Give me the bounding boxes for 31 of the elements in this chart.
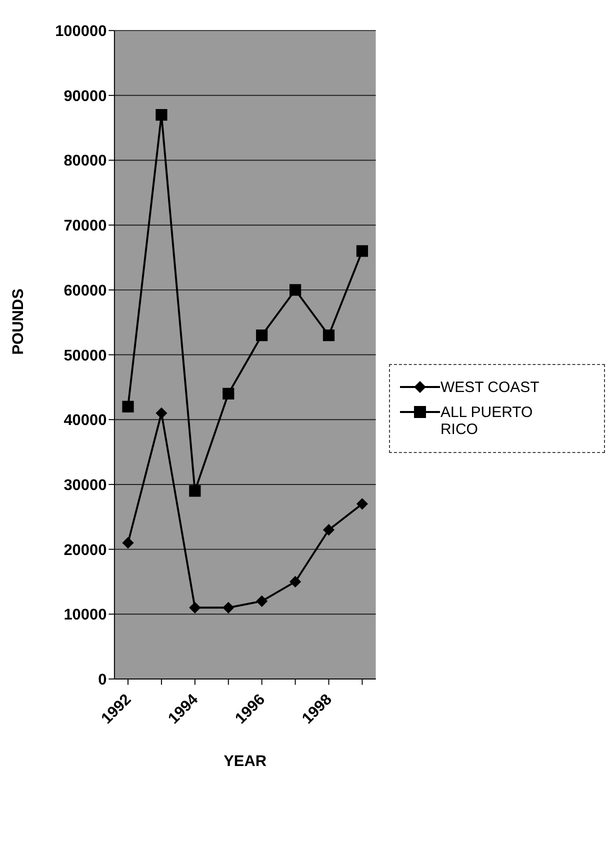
y-tick-label: 40000 — [64, 412, 107, 430]
legend-label: WEST COAST — [440, 378, 540, 396]
point — [222, 388, 234, 400]
y-tick-label: 0 — [98, 671, 107, 688]
point — [122, 400, 134, 412]
point — [256, 330, 268, 342]
point — [156, 109, 168, 121]
y-tick-label: 50000 — [64, 347, 107, 364]
y-tick-label: 70000 — [64, 218, 107, 235]
point — [189, 485, 201, 497]
y-tick-label: 90000 — [64, 88, 107, 105]
x-axis-title: YEAR — [224, 753, 267, 770]
point — [289, 576, 302, 588]
point — [156, 407, 168, 419]
point — [322, 330, 335, 342]
legend-label: ALL PUERTO RICO — [440, 404, 534, 438]
y-tick-label: 20000 — [64, 542, 107, 559]
y-tick-label: 60000 — [64, 282, 107, 300]
point — [122, 537, 134, 549]
point — [256, 595, 268, 607]
point — [222, 602, 234, 614]
y-tick-label: 10000 — [64, 606, 107, 624]
y-tick-label: 80000 — [64, 152, 107, 170]
y-axis-title: POUNDS — [10, 288, 28, 355]
point — [322, 524, 335, 536]
point — [356, 245, 368, 257]
y-tick-label: 100000 — [55, 23, 107, 40]
y-tick-label: 30000 — [64, 476, 107, 494]
point — [189, 602, 201, 614]
point — [289, 284, 302, 296]
point — [356, 498, 368, 510]
